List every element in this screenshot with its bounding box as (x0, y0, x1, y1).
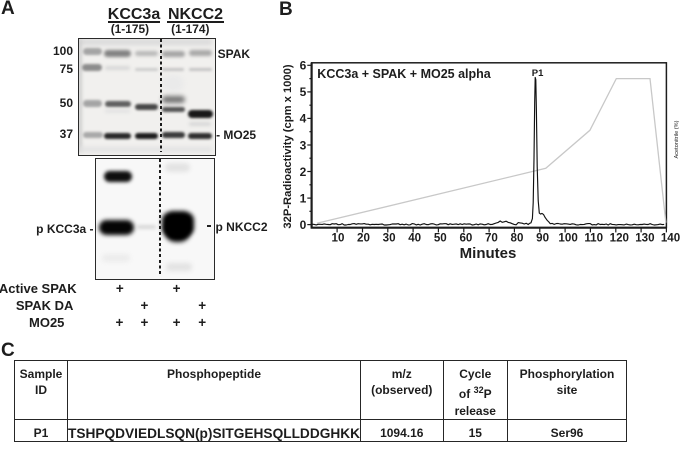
svg-text:Acetonitrile (%): Acetonitrile (%) (674, 120, 680, 158)
svg-text:P1: P1 (532, 68, 544, 79)
svg-text:Minutes: Minutes (460, 245, 517, 262)
svg-text:2: 2 (300, 165, 307, 179)
svg-text:110: 110 (584, 231, 603, 244)
svg-text:30: 30 (383, 231, 396, 244)
svg-text:130: 130 (635, 231, 654, 244)
svg-text:0: 0 (300, 218, 307, 232)
svg-text:10: 10 (332, 231, 345, 244)
svg-text:140: 140 (661, 231, 680, 244)
svg-text:100: 100 (558, 231, 577, 244)
svg-text:50: 50 (434, 231, 447, 244)
svg-text:90: 90 (536, 231, 549, 244)
svg-text:6: 6 (300, 59, 307, 73)
svg-text:3: 3 (300, 138, 307, 152)
svg-text:32P-Radioactivity (cpm x 1000): 32P-Radioactivity (cpm x 1000) (282, 64, 294, 228)
svg-text:1: 1 (300, 191, 307, 205)
svg-text:120: 120 (610, 231, 629, 244)
svg-text:4: 4 (300, 112, 307, 126)
svg-text:80: 80 (511, 231, 524, 244)
svg-text:5: 5 (300, 85, 307, 99)
svg-text:20: 20 (357, 231, 370, 244)
svg-text:70: 70 (485, 231, 498, 244)
svg-text:60: 60 (459, 231, 472, 244)
svg-text:KCC3a + SPAK + MO25 alpha: KCC3a + SPAK + MO25 alpha (317, 67, 491, 81)
svg-text:40: 40 (408, 231, 421, 244)
